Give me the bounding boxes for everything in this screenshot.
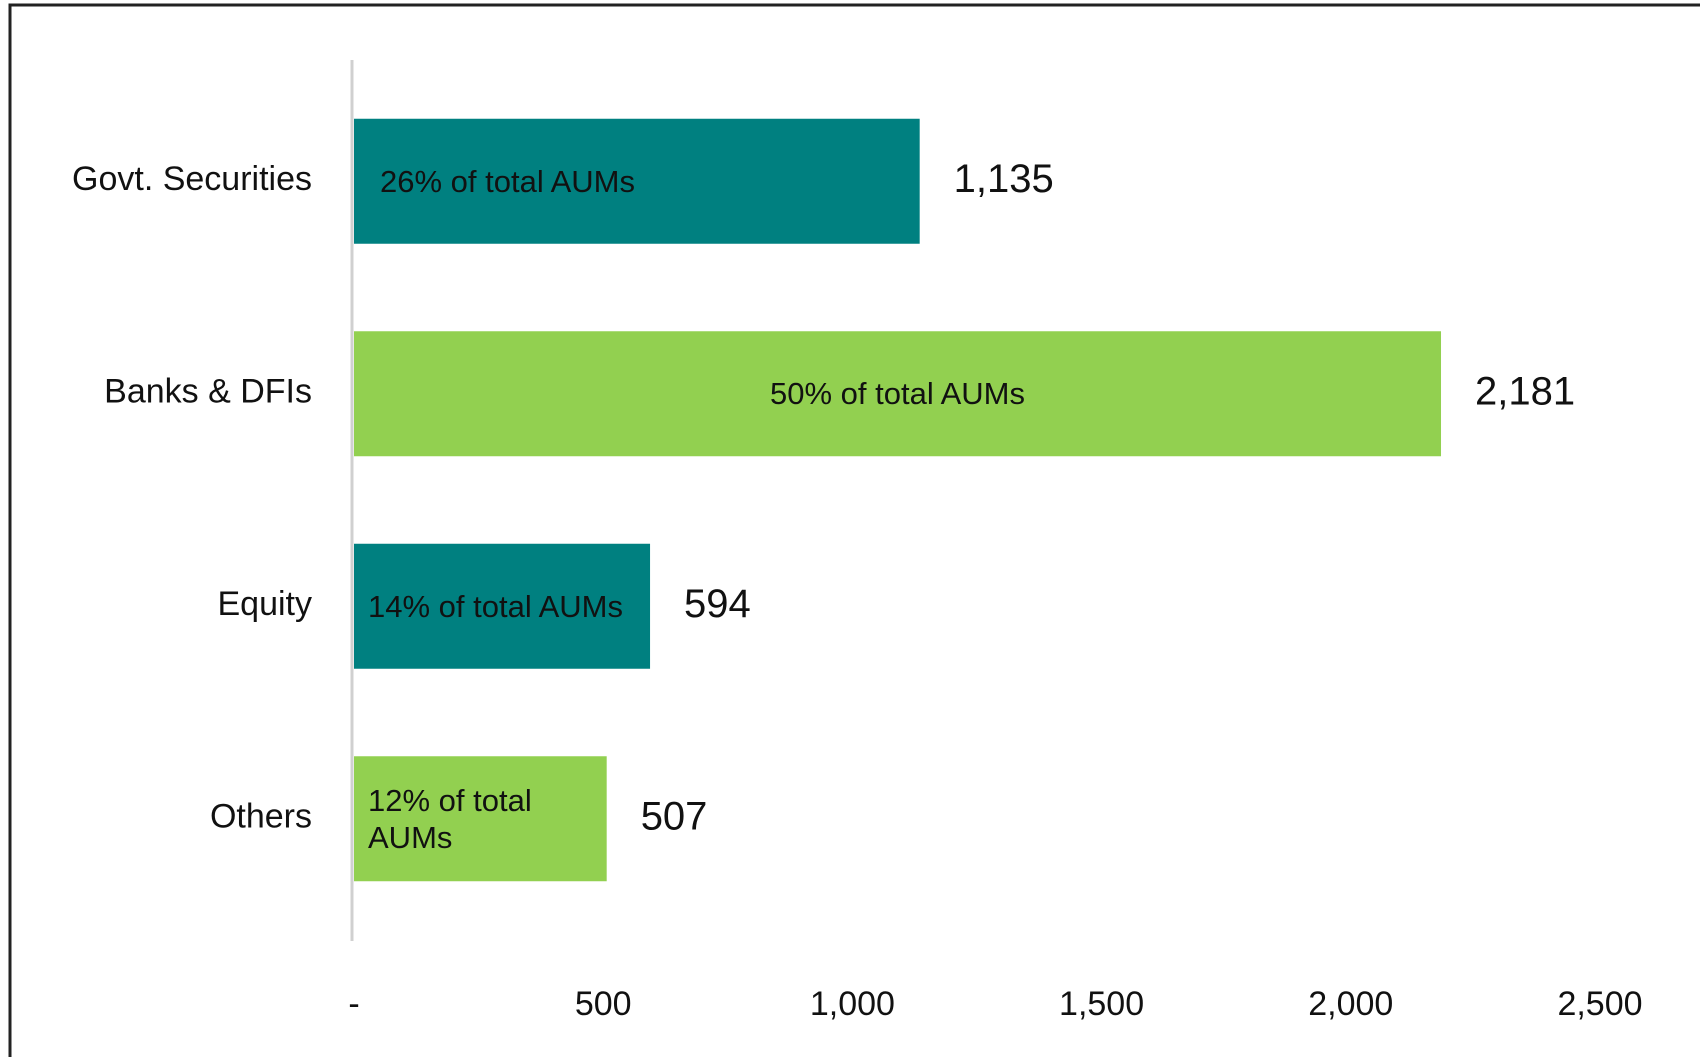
bar-annotation: 26% of total AUMs [380, 163, 636, 199]
x-tick-label: 2,500 [1557, 985, 1642, 1023]
value-label: 2,181 [1475, 369, 1575, 413]
y-tick-label: Govt. Securities [72, 160, 312, 198]
bar [354, 756, 607, 882]
bar-annotation: 12% of total AUMs [368, 782, 532, 855]
frame [8, 3, 1700, 1057]
bar-annotation: 14% of total AUMs [368, 588, 624, 624]
bar-annotation: 50% of total AUMs [769, 376, 1025, 412]
bar-annotation-box: 12% of total AUMs [368, 782, 532, 855]
x-tick-label: 1,500 [1059, 985, 1144, 1023]
x-tick-label: 2,000 [1308, 985, 1393, 1023]
bar-annotation-box: 26% of total AUMs [380, 163, 636, 199]
value-label: 594 [684, 582, 751, 626]
x-tick-label: 500 [575, 985, 632, 1023]
y-tick-label: Equity [218, 585, 313, 623]
x-tick-label: - [348, 985, 359, 1023]
y-tick-label: Others [210, 798, 312, 836]
x-tick-label: 1,000 [810, 985, 895, 1023]
bar-annotation-box: 14% of total AUMs [368, 588, 624, 624]
bar [354, 118, 920, 244]
value-label: 507 [641, 794, 708, 838]
value-label: 1,135 [954, 157, 1054, 201]
bar [354, 331, 1442, 457]
bar-annotation-box: 50% of total AUMs [769, 376, 1025, 412]
bar [354, 543, 651, 669]
y-tick-label: Banks & DFIs [104, 373, 312, 411]
